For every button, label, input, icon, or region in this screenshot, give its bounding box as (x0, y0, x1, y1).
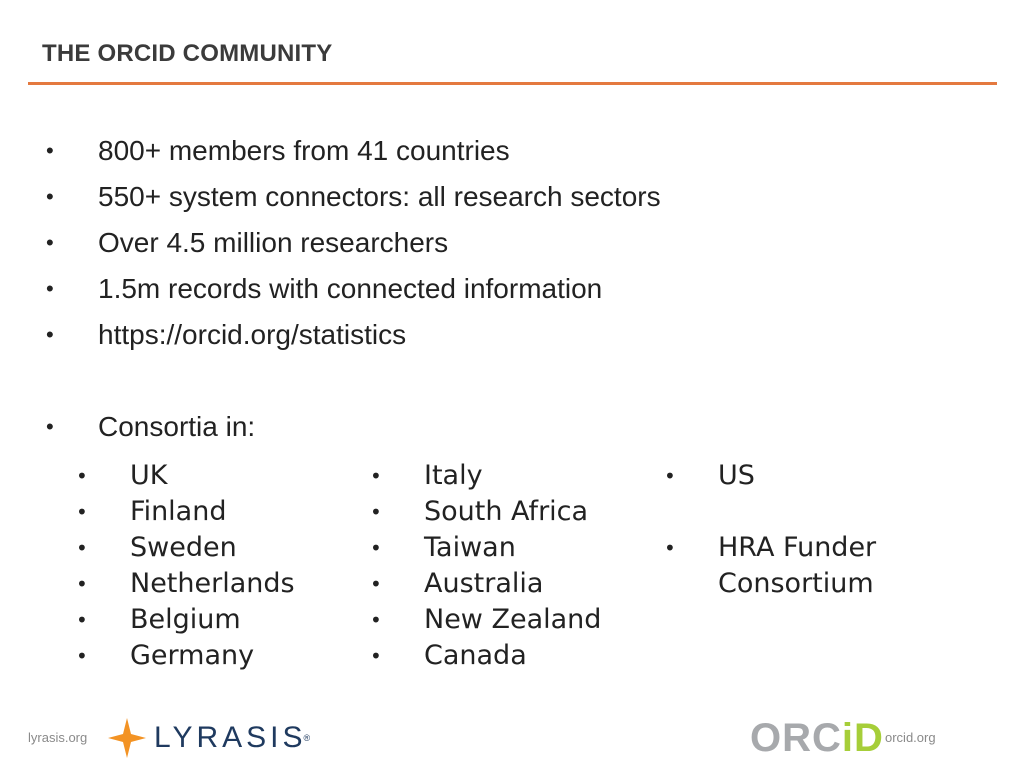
country-item: • South Africa (370, 494, 601, 530)
consortia-column-1: • UK • Finland • Sweden • Netherlands • Belgi… (76, 458, 295, 674)
bullet-icon: • (76, 536, 88, 560)
list-item: • 800+ members from 41 countries (46, 128, 661, 174)
country-item: • Sweden (76, 530, 295, 566)
list-item: • Consortia in: (46, 404, 661, 450)
country-item: • UK (76, 458, 295, 494)
bullet-icon: • (46, 414, 54, 439)
consortia-column-3: • US • HRA Funder Consortium (664, 458, 876, 602)
country-item-continuation: Consortium (718, 568, 874, 599)
bullet-icon: • (46, 138, 54, 163)
main-bullet-list: • 800+ members from 41 countries • 550+ sy… (46, 128, 661, 450)
bullet-icon: • (46, 322, 54, 347)
lyrasis-url: lyrasis.org (28, 730, 88, 745)
slide-title: THE ORCID COMMUNITY (42, 40, 333, 67)
bullet-icon: • (370, 644, 382, 668)
list-item: • 1.5m records with connected information (46, 266, 661, 312)
country-item: • Belgium (76, 602, 295, 638)
country-item: • US (664, 458, 876, 494)
country-item: • Canada (370, 638, 601, 674)
bullet-icon: • (46, 276, 54, 301)
bullet-icon: • (370, 464, 382, 488)
lyrasis-star-icon (108, 718, 146, 758)
spacer-item (664, 494, 876, 530)
bullet-icon: • (46, 230, 54, 255)
registered-mark: ® (303, 733, 311, 743)
bullet-icon: • (76, 500, 88, 524)
consortia-heading: Consortia in: (98, 411, 256, 442)
title-divider (28, 82, 997, 85)
country-item: • Germany (76, 638, 295, 674)
bullet-icon: • (76, 572, 88, 596)
bullet-icon: • (664, 464, 676, 488)
country-item: • HRA Funder (664, 530, 876, 566)
list-item: • 550+ system connectors: all research se… (46, 174, 661, 220)
lyrasis-wordmark: LYRASIS (154, 721, 307, 754)
country-item: • Netherlands (76, 566, 295, 602)
bullet-icon: • (370, 500, 382, 524)
bullet-icon: • (370, 536, 382, 560)
list-item-text: 550+ system connectors: all research sec… (98, 181, 661, 212)
country-item: • New Zealand (370, 602, 601, 638)
bullet-icon: • (76, 464, 88, 488)
bullet-icon: • (370, 608, 382, 632)
list-item-text: Over 4.5 million researchers (98, 227, 449, 258)
bullet-icon: • (46, 184, 54, 209)
list-item-text: 1.5m records with connected information (98, 273, 603, 304)
bullet-icon: • (664, 536, 676, 560)
country-item: • Italy (370, 458, 601, 494)
list-item-text: 800+ members from 41 countries (98, 135, 510, 166)
bullet-icon: • (76, 608, 88, 632)
lyrasis-logo: LYRASIS ® (108, 718, 310, 758)
statistics-link-text: https://orcid.org/statistics (98, 319, 407, 350)
country-item: • Taiwan (370, 530, 601, 566)
list-item: • https://orcid.org/statistics (46, 312, 661, 358)
bullet-icon: • (76, 644, 88, 668)
bullet-icon: • (370, 572, 382, 596)
orcid-logo: ORCiD (750, 716, 884, 760)
consortia-column-2: • Italy • South Africa • Taiwan • Australia … (370, 458, 601, 674)
country-item: • Australia (370, 566, 601, 602)
country-item: • Finland (76, 494, 295, 530)
list-item: • Over 4.5 million researchers (46, 220, 661, 266)
orcid-url: orcid.org (885, 730, 936, 745)
